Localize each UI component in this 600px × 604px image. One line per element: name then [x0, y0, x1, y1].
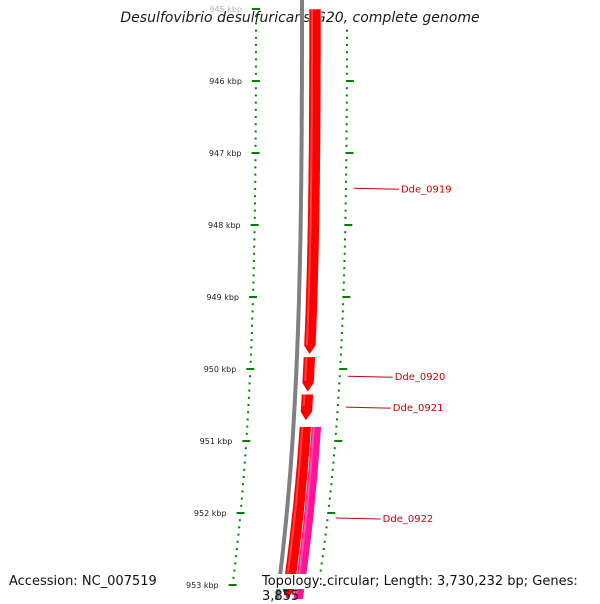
gene-label-Dde_0922[interactable]: Dde_0922: [383, 514, 434, 525]
kbp-label: 951 kbp: [200, 437, 233, 446]
kbp-label: 953 kbp: [186, 581, 219, 590]
gene-arrow-forward-4[interactable]: [292, 426, 322, 600]
gene-leader-line: [347, 375, 393, 378]
gene-leader-line: [345, 406, 391, 409]
gene-label-Dde_0920[interactable]: Dde_0920: [395, 372, 446, 383]
gene-arrow-Dde_0919[interactable]: [303, 8, 322, 356]
gene-arrow-Dde_0920[interactable]: [301, 356, 316, 393]
accession-info: Accession: NC_007519: [9, 574, 157, 589]
gene-highlight: [305, 9, 313, 346]
kbp-label: 947 kbp: [209, 149, 242, 158]
kbp-label: 948 kbp: [208, 221, 241, 230]
kbp-label: 945 kbp: [209, 5, 242, 14]
gene-leader-line: [335, 517, 381, 520]
gene-highlight: [295, 426, 315, 595]
kbp-label: 946 kbp: [209, 77, 242, 86]
kbp-label: 952 kbp: [194, 509, 227, 518]
kbp-label: 949 kbp: [206, 293, 239, 302]
topology-label: Topology:: [262, 574, 323, 589]
gene-highlight: [302, 394, 306, 407]
gene-label-Dde_0919[interactable]: Dde_0919: [401, 184, 452, 195]
gene-label-Dde_0921[interactable]: Dde_0921: [393, 403, 444, 414]
gene-highlight: [284, 426, 304, 589]
gene-highlight: [304, 356, 308, 381]
accession-value: NC_007519: [81, 574, 157, 589]
accession-label: Accession:: [9, 574, 78, 589]
kbp-label: 950 kbp: [204, 365, 237, 374]
genome-title: Desulfovibrio desulfuricans G20, complet…: [120, 10, 480, 26]
genome-backbone: [274, 0, 304, 600]
gene-leader-line: [353, 187, 399, 190]
gene-arrow-Dde_0921[interactable]: [300, 393, 314, 422]
